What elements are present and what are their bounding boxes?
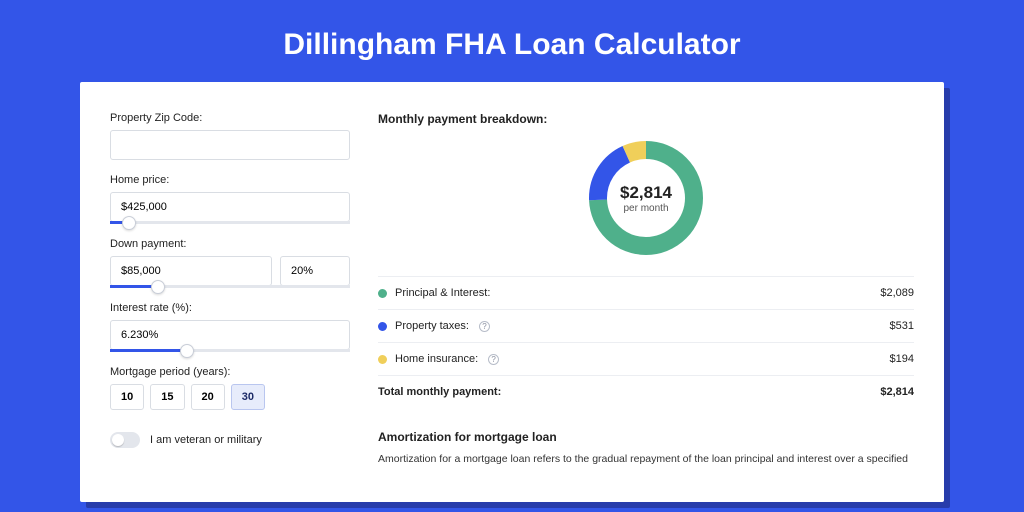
legend-dot (378, 289, 387, 298)
legend-amount: $2,089 (880, 287, 914, 299)
page-title: Dillingham FHA Loan Calculator (0, 0, 1024, 82)
rate-slider-fill (110, 349, 187, 352)
legend-label: Home insurance: (395, 353, 478, 365)
donut-chart: $2,814 per month (378, 134, 914, 276)
inputs-panel: Property Zip Code: Home price: Down paym… (110, 112, 350, 502)
legend-dot (378, 322, 387, 331)
amortization-body: Amortization for a mortgage loan refers … (378, 452, 914, 468)
legend-total-amount: $2,814 (880, 386, 914, 398)
zip-field: Property Zip Code: (110, 112, 350, 160)
veteran-row: I am veteran or military (110, 432, 350, 448)
legend-total-label: Total monthly payment: (378, 386, 501, 398)
legend-label: Property taxes: (395, 320, 469, 332)
legend-dot (378, 355, 387, 364)
down-amount-input[interactable] (110, 256, 272, 286)
veteran-toggle[interactable] (110, 432, 140, 448)
legend: Principal & Interest: $2,089 Property taxe… (378, 276, 914, 408)
down-label: Down payment: (110, 238, 350, 250)
period-option-30[interactable]: 30 (231, 384, 265, 410)
legend-total-row: Total monthly payment: $2,814 (378, 376, 914, 408)
price-input[interactable] (110, 192, 350, 222)
rate-slider-thumb[interactable] (180, 344, 194, 358)
down-slider[interactable] (110, 285, 350, 288)
price-field: Home price: (110, 174, 350, 224)
calculator-card: Property Zip Code: Home price: Down paym… (80, 82, 944, 502)
rate-input[interactable] (110, 320, 350, 350)
period-option-20[interactable]: 20 (191, 384, 225, 410)
legend-row: Home insurance:? $194 (378, 343, 914, 376)
legend-amount: $531 (890, 320, 914, 332)
down-field: Down payment: (110, 238, 350, 288)
period-label: Mortgage period (years): (110, 366, 350, 378)
rate-slider[interactable] (110, 349, 350, 352)
veteran-label: I am veteran or military (150, 434, 262, 446)
legend-label: Principal & Interest: (395, 287, 490, 299)
period-options: 1015 2030 (110, 384, 350, 410)
breakdown-title: Monthly payment breakdown: (378, 112, 914, 126)
down-slider-thumb[interactable] (151, 280, 165, 294)
amortization-section: Amortization for mortgage loan Amortizat… (378, 430, 914, 468)
legend-row: Principal & Interest: $2,089 (378, 277, 914, 310)
price-label: Home price: (110, 174, 350, 186)
donut-amount: $2,814 (620, 183, 672, 203)
amortization-title: Amortization for mortgage loan (378, 430, 914, 444)
donut-center: $2,814 per month (586, 138, 706, 258)
legend-amount: $194 (890, 353, 914, 365)
down-pct-input[interactable] (280, 256, 350, 286)
info-icon[interactable]: ? (479, 321, 490, 332)
breakdown-panel: Monthly payment breakdown: $2,814 per mo… (378, 112, 914, 502)
rate-label: Interest rate (%): (110, 302, 350, 314)
period-option-15[interactable]: 15 (150, 384, 184, 410)
rate-field: Interest rate (%): (110, 302, 350, 352)
zip-label: Property Zip Code: (110, 112, 350, 124)
donut-sub: per month (623, 203, 668, 214)
price-slider[interactable] (110, 221, 350, 224)
price-slider-thumb[interactable] (122, 216, 136, 230)
period-option-10[interactable]: 10 (110, 384, 144, 410)
legend-row: Property taxes:? $531 (378, 310, 914, 343)
period-field: Mortgage period (years): 1015 2030 (110, 366, 350, 410)
zip-input[interactable] (110, 130, 350, 160)
info-icon[interactable]: ? (488, 354, 499, 365)
